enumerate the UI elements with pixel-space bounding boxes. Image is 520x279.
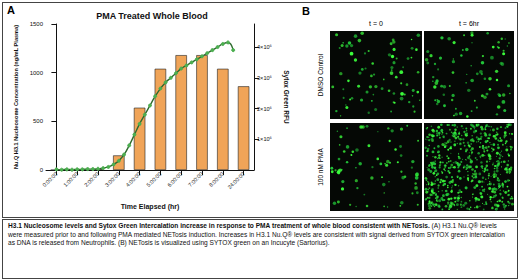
svg-text:24:00:00: 24:00:00 [226, 171, 245, 190]
svg-text:1:00:00: 1:00:00 [62, 171, 79, 188]
svg-text:8:00:00: 8:00:00 [208, 171, 225, 188]
svg-text:2:00:00: 2:00:00 [83, 171, 100, 188]
svg-text:0:00:00: 0:00:00 [41, 171, 58, 188]
svg-text:1000: 1000 [30, 70, 44, 76]
svg-text:1500: 1500 [30, 21, 44, 27]
svg-text:Sytox Green RFU: Sytox Green RFU [282, 70, 290, 124]
svg-text:4:00:00: 4:00:00 [125, 171, 142, 188]
svg-text:t = 0: t = 0 [369, 20, 383, 27]
svg-text:Time Elapsed (hr): Time Elapsed (hr) [121, 203, 180, 211]
svg-text:t = 6hr: t = 6hr [459, 20, 480, 27]
svg-text:Nu.Q H3.1 Nucleosome Concentra: Nu.Q H3.1 Nucleosome Concentration (ng/m… [13, 25, 19, 169]
svg-text:B: B [302, 5, 310, 17]
svg-text:100 nM PMA: 100 nM PMA [317, 148, 324, 186]
svg-text:3:00:00: 3:00:00 [104, 171, 121, 188]
html-text:A: A [7, 4, 15, 16]
svg-text:7:00:00: 7:00:00 [187, 171, 204, 188]
svg-text:1×10⁶: 1×10⁶ [257, 136, 272, 142]
svg-text:PMA Treated Whole Blood: PMA Treated Whole Blood [96, 11, 208, 21]
svg-text:DMSO Control: DMSO Control [317, 53, 324, 96]
svg-text:0: 0 [40, 167, 44, 173]
html-text:H3.1 Nucleosome levels and Syt: H3.1 Nucleosome levels and Sytox Green I… [8, 222, 505, 247]
svg-text:2×10⁶: 2×10⁶ [257, 106, 272, 112]
svg-text:5:00:00: 5:00:00 [145, 171, 162, 188]
svg-text:6:00:00: 6:00:00 [166, 171, 183, 188]
svg-text:500: 500 [33, 118, 44, 124]
svg-text:4×10⁶: 4×10⁶ [257, 44, 272, 50]
svg-text:3×10⁶: 3×10⁶ [257, 75, 272, 81]
